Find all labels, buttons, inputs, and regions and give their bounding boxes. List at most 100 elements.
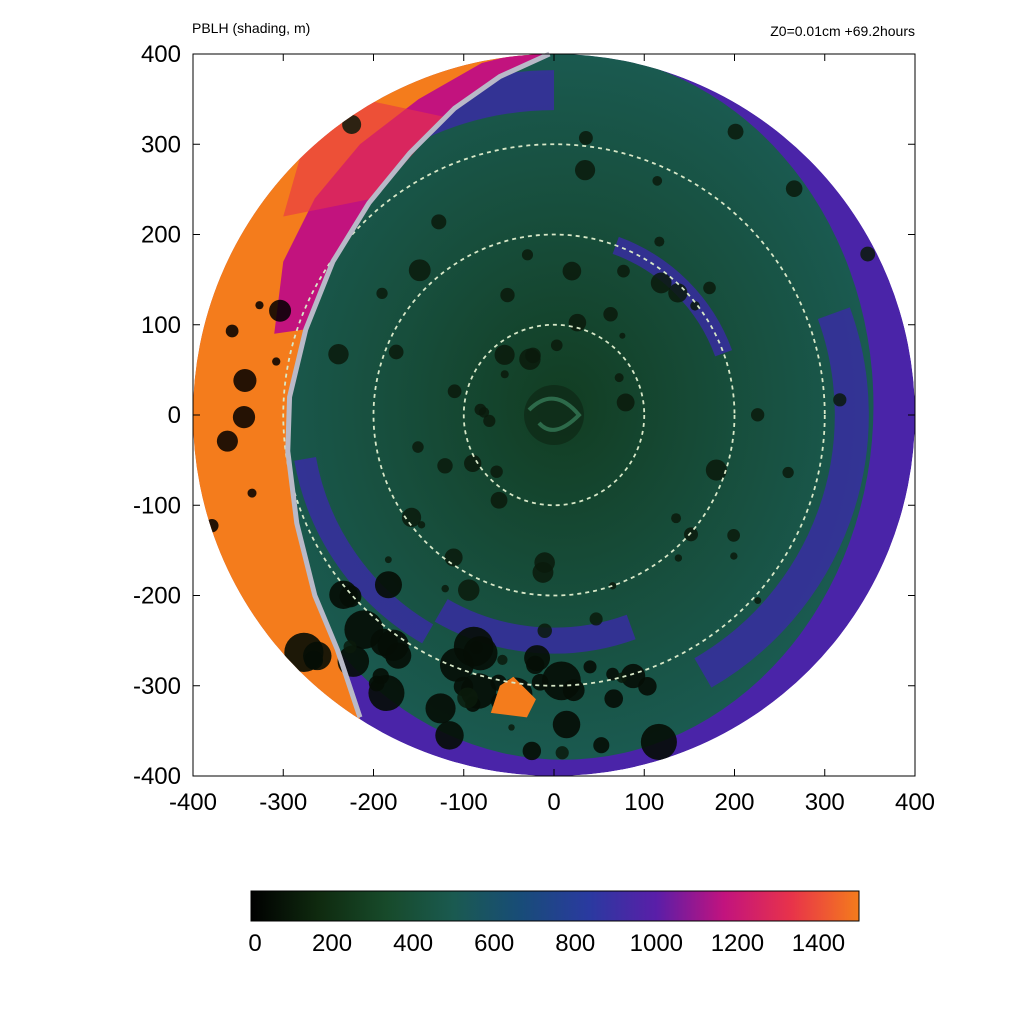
convective-cell	[555, 746, 569, 760]
outer-boundary-layer-fill	[193, 54, 550, 776]
convective-cell	[604, 689, 624, 708]
y-tick-label: -100	[133, 492, 181, 519]
convective-cell	[441, 584, 449, 593]
convective-cell	[619, 332, 626, 339]
y-tick-label: -200	[133, 583, 181, 610]
title-left: PBLH (shading, m)	[192, 20, 310, 36]
convective-cell	[603, 307, 618, 322]
convective-cell	[674, 554, 683, 562]
convective-cell	[425, 693, 456, 724]
eye-swirl	[524, 385, 584, 445]
convective-cell	[444, 548, 463, 567]
x-tick-label: 200	[714, 789, 754, 816]
convective-cell	[219, 597, 235, 613]
convective-cell	[343, 640, 357, 654]
convective-cell	[785, 180, 803, 197]
convective-cell	[578, 130, 593, 145]
colorbar-tick-label: 200	[312, 930, 352, 957]
convective-cell	[474, 403, 487, 416]
convective-cell	[304, 650, 324, 670]
convective-cell	[377, 629, 409, 661]
convective-cell	[617, 264, 630, 278]
convective-cell	[684, 527, 698, 542]
convective-cell	[193, 554, 213, 576]
convective-cell	[233, 368, 257, 393]
y-tick-label: 0	[168, 402, 181, 429]
x-tick-labels: -400 -300 -200 -100 0 100 200 300 400	[169, 789, 935, 816]
convective-cell	[583, 660, 597, 674]
convective-cell	[457, 687, 478, 709]
convective-cell	[245, 164, 256, 176]
y-tick-label: 100	[141, 312, 181, 339]
convective-cell	[727, 123, 744, 140]
x-tick-label: 300	[805, 789, 845, 816]
convective-cell	[519, 348, 541, 370]
convective-cell	[374, 571, 402, 599]
convective-cell	[616, 393, 635, 412]
convective-cell	[247, 488, 257, 498]
convective-cell	[500, 287, 515, 303]
x-tick-label: 400	[895, 789, 935, 816]
pblh-field	[193, 54, 915, 776]
convective-cell	[388, 344, 404, 360]
convective-cell	[417, 521, 426, 529]
convective-cell	[431, 214, 447, 230]
convective-cell	[782, 466, 794, 479]
convective-cell	[614, 373, 624, 383]
convective-cell	[412, 441, 424, 453]
convective-cell	[490, 465, 503, 478]
convective-cell	[562, 261, 582, 281]
eye-swirl-arm	[527, 396, 582, 432]
convective-cell	[668, 283, 688, 303]
convective-cell	[671, 513, 682, 524]
convective-cell	[730, 552, 738, 560]
colorbar-tick-labels: 0 200 400 600 800 1000 1200 1400	[248, 930, 845, 957]
convective-cell	[654, 236, 665, 247]
x-tick-label: 0	[547, 789, 560, 816]
colorbar-tick-label: 600	[474, 930, 514, 957]
convective-cell	[435, 721, 464, 750]
convective-cell	[401, 507, 422, 528]
colorbar-tick-label: 1000	[630, 930, 683, 957]
convective-cell	[521, 249, 534, 261]
range-rings	[282, 143, 826, 687]
convective-cell	[860, 246, 876, 262]
x-tick-label: 100	[624, 789, 664, 816]
y-tick-label: 400	[141, 41, 181, 68]
convective-cell	[329, 580, 358, 609]
convective-cell	[483, 414, 496, 427]
spiral-band	[294, 456, 434, 644]
convective-cell	[214, 612, 231, 629]
convective-cell	[494, 344, 515, 365]
convective-cell	[260, 136, 281, 157]
colorbar-tick-label: 800	[555, 930, 595, 957]
convective-cell	[537, 623, 552, 638]
y-tick-label: -300	[133, 673, 181, 700]
convective-cell	[232, 405, 256, 429]
range-ring	[372, 233, 736, 597]
convective-cell	[272, 357, 281, 366]
convective-cell	[408, 259, 431, 282]
convective-cell	[205, 519, 219, 533]
convective-cell	[593, 737, 610, 754]
convective-cell	[703, 281, 716, 295]
convective-cell	[650, 272, 672, 294]
x-tick-label: -300	[259, 789, 307, 816]
convective-cell	[226, 599, 236, 610]
colorbar-tick-label: 1200	[711, 930, 764, 957]
convective-cell	[589, 612, 603, 626]
convective-cell	[463, 636, 498, 671]
convective-cell	[207, 570, 221, 584]
convective-cell	[458, 579, 480, 601]
convective-cell	[620, 663, 646, 689]
colorbar-tick-label: 400	[393, 930, 433, 957]
convective-cell	[437, 458, 453, 474]
convective-cell	[690, 301, 700, 311]
front-line	[285, 51, 551, 719]
convective-cell	[342, 114, 362, 134]
x-tick-label: -200	[349, 789, 397, 816]
orange-patch	[490, 676, 536, 718]
convective-cell	[552, 710, 581, 739]
convective-cell	[652, 175, 663, 186]
title-right: Z0=0.01cm +69.2hours	[770, 23, 915, 39]
